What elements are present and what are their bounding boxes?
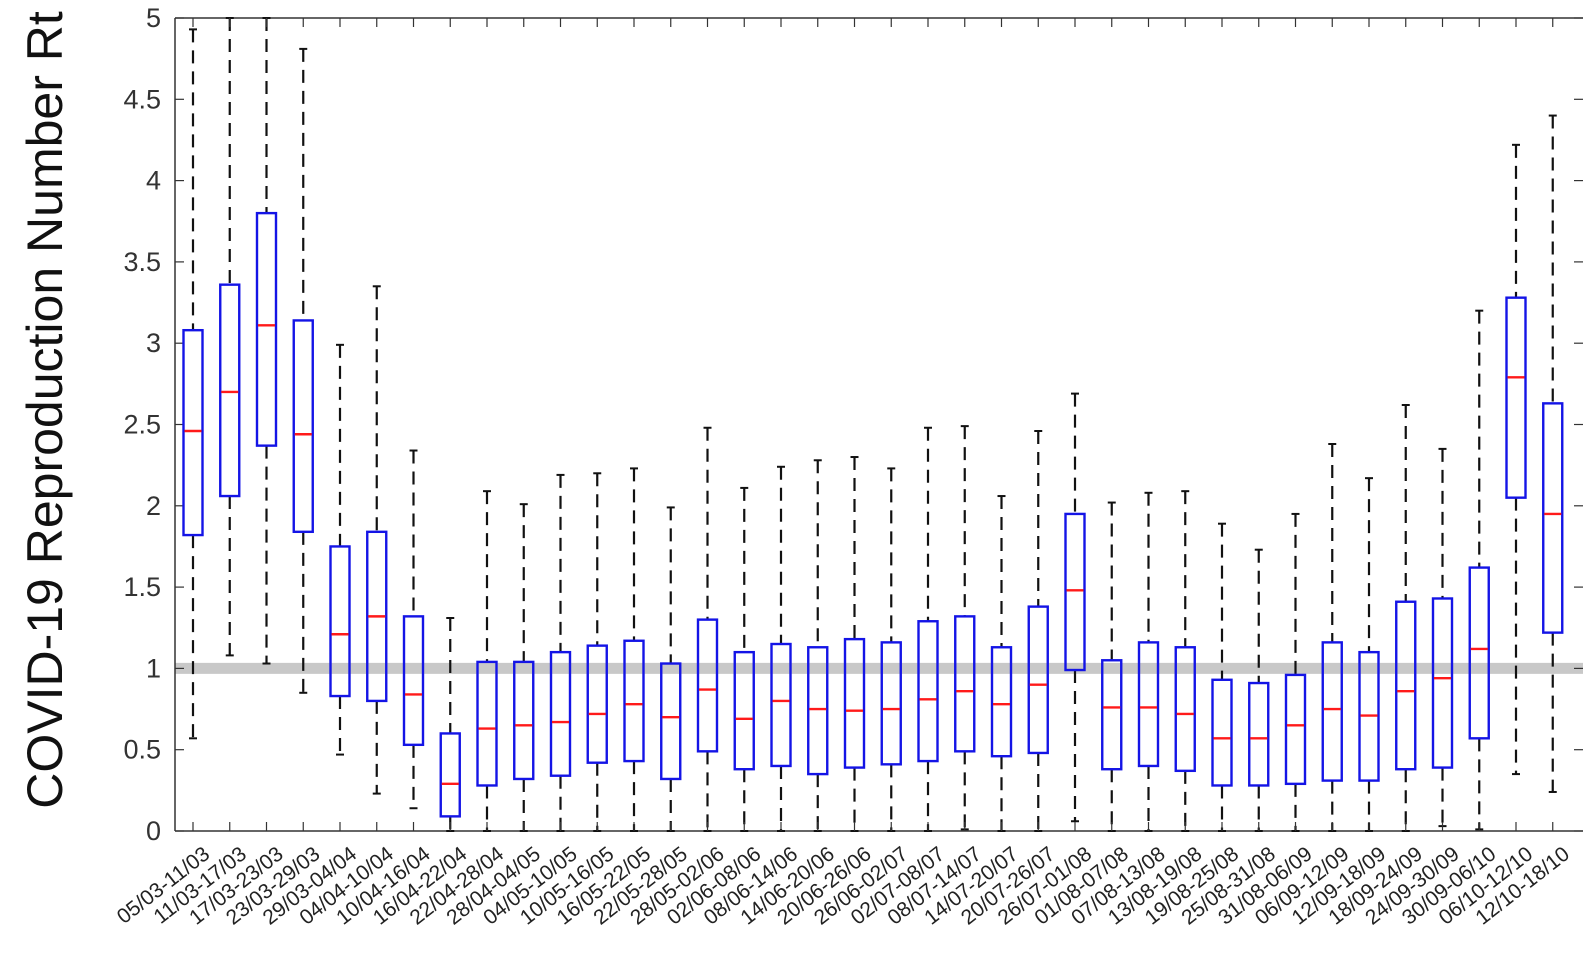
- box-item: [1211, 522, 1233, 832]
- iqr-box: [1358, 650, 1380, 782]
- box-item: [1174, 490, 1196, 832]
- iqr-box: [1101, 659, 1123, 771]
- box-item: [1284, 512, 1307, 832]
- box-item: [366, 285, 388, 795]
- iqr-box: [1542, 402, 1564, 634]
- box-item: [733, 486, 755, 832]
- box-item: [219, 17, 241, 657]
- box-item: [1321, 443, 1343, 832]
- iqr-box: [402, 615, 425, 747]
- iqr-box: [366, 530, 388, 703]
- box-item: [1431, 447, 1454, 828]
- iqr-box: [439, 732, 461, 818]
- box-item: [402, 449, 425, 810]
- box-item: [586, 472, 608, 832]
- y-tick-label: 0: [146, 816, 161, 846]
- y-tick-label: 4: [146, 166, 161, 196]
- y-axis-title: COVID-19 Reproduction Number Rt: [17, 11, 73, 809]
- box-item: [1505, 143, 1527, 776]
- box-item: [182, 28, 204, 740]
- box-item: [696, 426, 719, 832]
- iqr-box: [182, 328, 204, 537]
- iqr-box: [1395, 600, 1417, 771]
- iqr-box: [1284, 673, 1307, 786]
- y-tick-label: 2: [146, 491, 161, 521]
- iqr-box: [880, 641, 902, 766]
- y-tick-label: 3.5: [123, 247, 161, 277]
- iqr-box: [807, 646, 829, 776]
- iqr-box: [1505, 296, 1527, 499]
- iqr-box: [1064, 512, 1086, 672]
- box-item: [1101, 501, 1123, 832]
- y-tick-label: 0.5: [123, 735, 161, 765]
- box-item: [1395, 403, 1417, 832]
- box-item: [1064, 392, 1086, 823]
- iqr-box: [329, 545, 351, 698]
- iqr-box: [770, 642, 792, 768]
- iqr-box: [660, 662, 682, 781]
- iqr-box: [1211, 678, 1233, 787]
- box-item: [917, 426, 939, 832]
- iqr-box: [1174, 646, 1196, 773]
- iqr-box: [586, 644, 608, 764]
- box-item: [1137, 491, 1160, 832]
- box-item: [1542, 114, 1564, 793]
- iqr-box: [549, 650, 572, 777]
- box-item: [770, 465, 792, 832]
- y-tick-label: 1.5: [123, 572, 161, 602]
- iqr-box: [733, 650, 755, 771]
- iqr-box: [1431, 597, 1454, 769]
- box-item: [255, 17, 278, 665]
- iqr-box: [1468, 566, 1490, 740]
- box-item: [549, 473, 572, 832]
- box-item: [1248, 548, 1270, 832]
- y-tick-label: 1: [146, 653, 161, 683]
- iqr-box: [292, 319, 314, 534]
- iqr-box: [1137, 641, 1160, 768]
- iqr-box: [954, 615, 976, 753]
- box-item: [1468, 309, 1490, 831]
- box-item: [1027, 430, 1049, 832]
- box-item: [329, 343, 351, 756]
- box-item: [1358, 477, 1380, 832]
- y-ticks-layer: 0 0.5 1 1.5 2 2.5 3 3.5 4 4.5 5: [123, 3, 1583, 846]
- iqr-box: [843, 637, 866, 769]
- x-ticks-layer: 05/03-11/0311/03-17/0317/03-23/0323/03-2…: [113, 18, 1574, 930]
- box-item: [954, 425, 976, 831]
- box-item: [880, 467, 902, 832]
- iqr-box: [990, 646, 1013, 758]
- iqr-box: [623, 639, 645, 763]
- axes-layer: [174, 17, 1583, 832]
- box-item: [843, 456, 866, 832]
- box-item: [476, 490, 498, 832]
- iqr-box: [1027, 605, 1049, 755]
- y-tick-label: 3: [146, 328, 161, 358]
- y-tick-label: 5: [146, 3, 161, 33]
- iqr-box: [219, 283, 241, 498]
- iqr-box: [1321, 641, 1343, 782]
- iqr-box: [255, 211, 278, 447]
- iqr-box: [1248, 681, 1270, 787]
- iqr-box: [917, 620, 939, 763]
- box-item: [292, 47, 314, 694]
- iqr-box: [513, 660, 535, 781]
- box-item: [990, 495, 1013, 832]
- box-item: [623, 467, 645, 832]
- y-tick-label: 2.5: [123, 410, 161, 440]
- box-item: [439, 616, 461, 832]
- iqr-box: [476, 660, 498, 787]
- y-tick-label: 4.5: [123, 84, 161, 114]
- iqr-box: [696, 618, 719, 753]
- box-item: [807, 459, 829, 832]
- boxes-layer: [182, 17, 1564, 832]
